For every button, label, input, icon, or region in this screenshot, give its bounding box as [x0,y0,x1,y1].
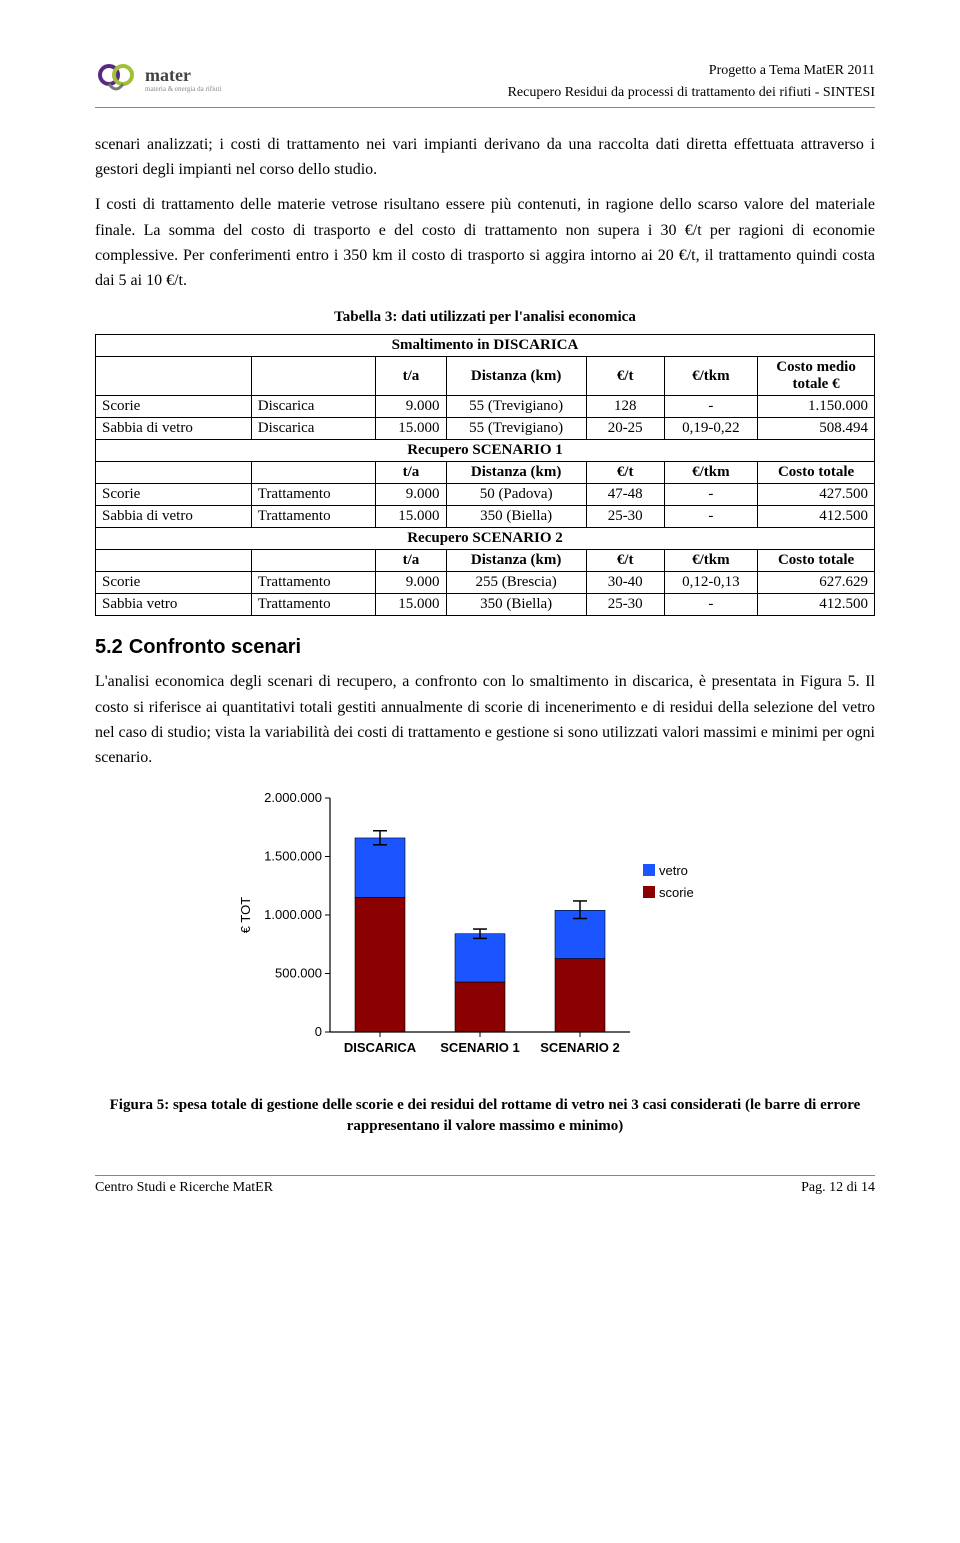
figure-caption: Figura 5: spesa totale di gestione delle… [95,1095,875,1137]
table-section-header: Recupero SCENARIO 1 [96,440,875,462]
table-row: ScorieTrattamento9.00050 (Padova)47-48-4… [96,484,875,506]
svg-text:0: 0 [315,1024,322,1039]
footer-left: Centro Studi e Ricerche MatER [95,1180,273,1196]
footer-right: Pag. 12 di 14 [801,1180,875,1196]
svg-text:DISCARICA: DISCARICA [344,1040,417,1055]
table-row: Sabbia di vetroDiscarica15.00055 (Trevig… [96,418,875,440]
chart-container: 0 500.000 1.000.000 1.500.000 2.000.000 € TOT… [95,780,875,1085]
table-column-header: t/aDistanza (km)€/t€/tkmCosto medio tota… [96,357,875,396]
table-column-header: t/aDistanza (km)€/t€/tkmCosto totale [96,462,875,484]
table-column-header: t/aDistanza (km)€/t€/tkmCosto totale [96,550,875,572]
section-title: Confronto scenari [129,636,301,658]
table-section-header: Smaltimento in DISCARICA [96,335,875,357]
table-row: ScorieTrattamento9.000255 (Brescia)30-40… [96,572,875,594]
logo-text: mater materia & energia da rifiuti [145,65,221,94]
economics-table: Smaltimento in DISCARICAt/aDistanza (km)… [95,334,875,616]
svg-text:2.000.000: 2.000.000 [264,790,322,805]
svg-text:scorie: scorie [659,885,694,900]
paragraph-1: scenari analizzati; i costi di trattamen… [95,132,875,183]
section-heading-5-2: 5.2 Confronto scenari [95,636,875,659]
page-header: mater materia & energia da rifiuti Proge… [95,60,875,108]
stacked-bar-chart: 0 500.000 1.000.000 1.500.000 2.000.000 € TOT… [235,780,735,1080]
table-row: Sabbia vetroTrattamento15.000350 (Biella… [96,594,875,616]
logo: mater materia & energia da rifiuti [95,60,221,98]
header-right-line1: Progetto a Tema MatER 2011 [508,60,875,82]
header-right: Progetto a Tema MatER 2011 Recupero Resi… [508,60,875,105]
table-row: Sabbia di vetroTrattamento15.000350 (Bie… [96,506,875,528]
table-section-header: Recupero SCENARIO 2 [96,528,875,550]
section-number: 5.2 [95,636,123,658]
svg-text:SCENARIO 2: SCENARIO 2 [540,1040,619,1055]
table-row: ScorieDiscarica9.00055 (Trevigiano)128-1… [96,396,875,418]
paragraph-2: I costi di trattamento delle materie vet… [95,192,875,293]
logo-icon [95,60,141,98]
page: mater materia & energia da rifiuti Proge… [0,0,960,1246]
svg-text:1.000.000: 1.000.000 [264,907,322,922]
header-right-line2: Recupero Residui da processi di trattame… [508,82,875,104]
page-footer: Centro Studi e Ricerche MatER Pag. 12 di… [95,1175,875,1196]
section-5-2-paragraph: L'analisi economica degli scenari di rec… [95,669,875,770]
brand-sub: materia & energia da rifiuti [145,86,221,94]
svg-text:vetro: vetro [659,863,688,878]
brand-name: mater [145,65,221,86]
svg-text:€ TOT: € TOT [238,897,253,933]
svg-text:1.500.000: 1.500.000 [264,849,322,864]
table-caption: Tabella 3: dati utilizzati per l'analisi… [95,309,875,326]
svg-text:500.000: 500.000 [275,966,322,981]
svg-text:SCENARIO 1: SCENARIO 1 [440,1040,519,1055]
